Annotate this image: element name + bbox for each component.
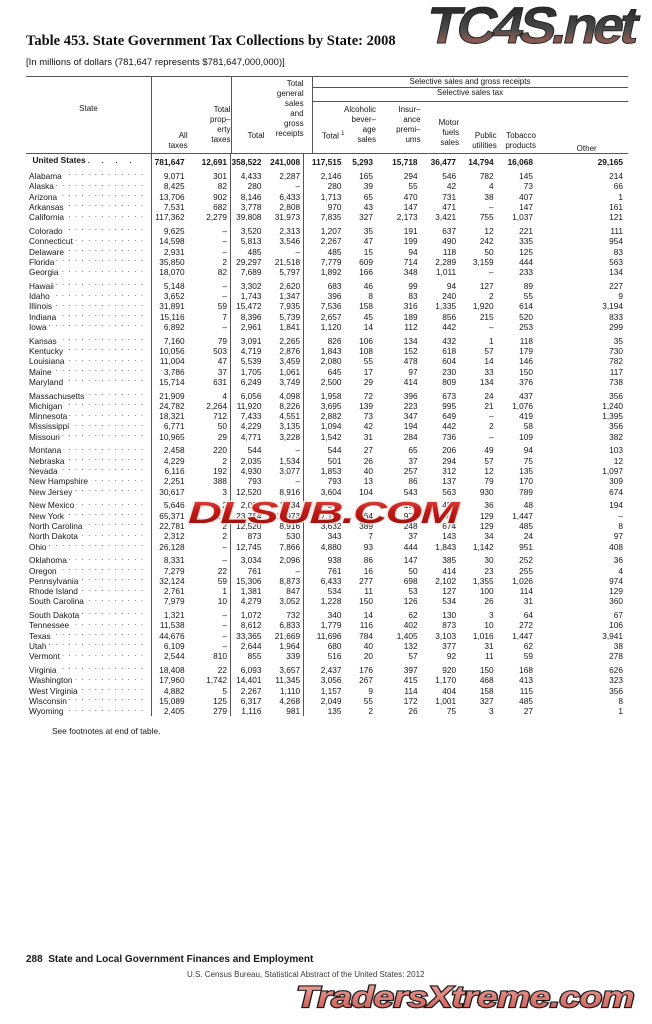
svg-text:TradersXtreme.com: TradersXtreme.com [296, 981, 634, 1014]
svg-text:DLSUB.COM: DLSUB.COM [188, 495, 461, 530]
svg-text:TC4S.net: TC4S.net [422, 0, 645, 54]
